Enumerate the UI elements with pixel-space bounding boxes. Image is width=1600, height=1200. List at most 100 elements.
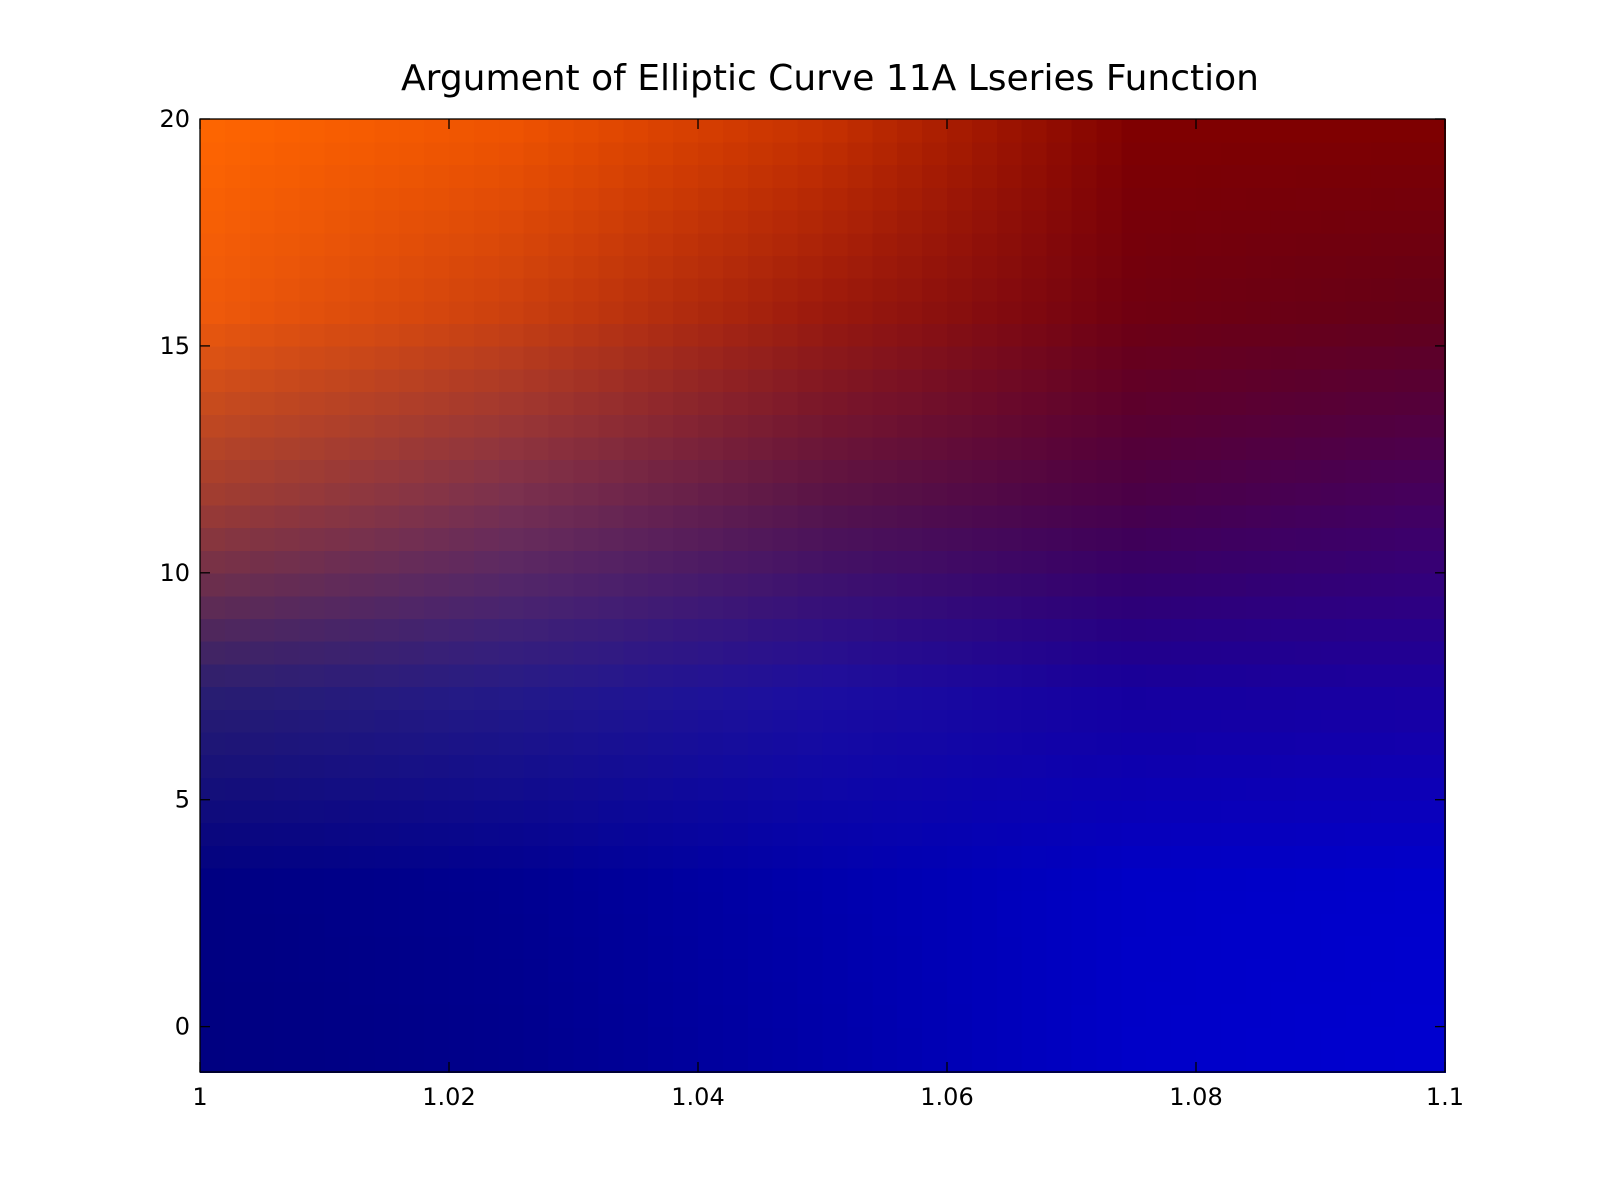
heatmap-cell [797,663,824,688]
heatmap-cell [399,550,425,574]
heatmap-cell [747,822,774,846]
heatmap-cell [1295,277,1322,302]
heatmap-cell [274,1049,301,1073]
heatmap-cell [299,391,326,415]
heatmap-cell [1021,277,1048,302]
heatmap-cell [1146,663,1172,688]
heatmap-cell [374,935,400,960]
heatmap-cell [1245,413,1272,438]
heatmap-cell [747,209,774,234]
heatmap-cell [947,300,973,325]
heatmap-cell [1171,255,1197,279]
heatmap-cell [573,527,600,551]
heatmap-cell [872,640,898,665]
heatmap-cell [722,119,749,143]
heatmap-cell [200,300,226,325]
heatmap-cell [249,413,276,438]
heatmap-cell [1345,663,1372,688]
heatmap-cell [274,958,301,983]
heatmap-cell [274,640,301,665]
heatmap-cell [1345,731,1372,756]
heatmap-cell [473,482,500,506]
heatmap-cell [573,300,600,325]
heatmap-cell [399,867,425,892]
heatmap-cell [200,413,226,438]
heatmap-cell [1245,323,1272,347]
heatmap-cell [1245,550,1272,574]
heatmap-cell [648,391,674,415]
heatmap-cell [623,232,649,256]
heatmap-cell [797,799,824,824]
heatmap-cell [747,436,774,461]
heatmap-cell [1071,731,1098,756]
heatmap-cell [772,413,799,438]
heatmap-cell [797,527,824,551]
heatmap-cell [1220,209,1247,234]
heatmap-cell [523,663,550,688]
heatmap-cell [349,345,376,370]
heatmap-cell [573,368,600,393]
heatmap-cell [922,822,948,846]
heatmap-cell [1370,164,1396,188]
heatmap-cell [498,799,525,824]
heatmap-cell [523,391,550,415]
heatmap-cell [324,187,351,211]
heatmap-cell [747,913,774,937]
heatmap-cell [1196,1026,1222,1051]
heatmap-cell [598,277,625,302]
heatmap-cell [399,459,425,483]
heatmap-cell [772,981,799,1005]
heatmap-cell [498,777,525,801]
heatmap-cell [473,981,500,1005]
heatmap-cell [598,867,625,892]
heatmap-cell [623,164,649,188]
heatmap-cell [1345,436,1372,461]
heatmap-cell [698,572,724,597]
heatmap-cell [1270,277,1297,302]
heatmap-cell [349,119,376,143]
heatmap-cell [449,391,475,415]
heatmap-cell [1046,209,1073,234]
heatmap-cell [897,935,923,960]
heatmap-cell [299,913,326,937]
heatmap-cell [374,209,400,234]
heatmap-cell [698,867,724,892]
heatmap-cell [1021,141,1048,166]
heatmap-cell [872,777,898,801]
heatmap-cell [1420,572,1446,597]
heatmap-cell [822,323,849,347]
heatmap-cell [1046,958,1073,983]
heatmap-cell [399,527,425,551]
heatmap-cell [648,413,674,438]
heatmap-cell [1345,913,1372,937]
heatmap-cell [847,232,874,256]
heatmap-cell [424,731,450,756]
heatmap-cell [224,550,251,574]
heatmap-cell [1320,504,1347,529]
heatmap-cell [1096,981,1123,1005]
heatmap-cell [1395,141,1421,166]
heatmap-cell [673,527,699,551]
heatmap-cell [249,981,276,1005]
heatmap-cell [1071,1026,1098,1051]
heatmap-cell [573,141,600,166]
heatmap-cell [1071,391,1098,415]
heatmap-cell [399,618,425,642]
heatmap-cell [299,686,326,710]
heatmap-cell [847,277,874,302]
heatmap-cell [349,232,376,256]
heatmap-cell [399,958,425,983]
heatmap-cell [623,1049,649,1073]
heatmap-cell [1171,119,1197,143]
heatmap-cell [922,232,948,256]
heatmap-cell [523,504,550,529]
heatmap-cell [1320,731,1347,756]
heatmap-cell [598,345,625,370]
heatmap-cell [772,595,799,619]
heatmap-cell [1146,300,1172,325]
heatmap-cell [673,731,699,756]
heatmap-cell [772,867,799,892]
heatmap-cell [523,731,550,756]
heatmap-cell [872,572,898,597]
